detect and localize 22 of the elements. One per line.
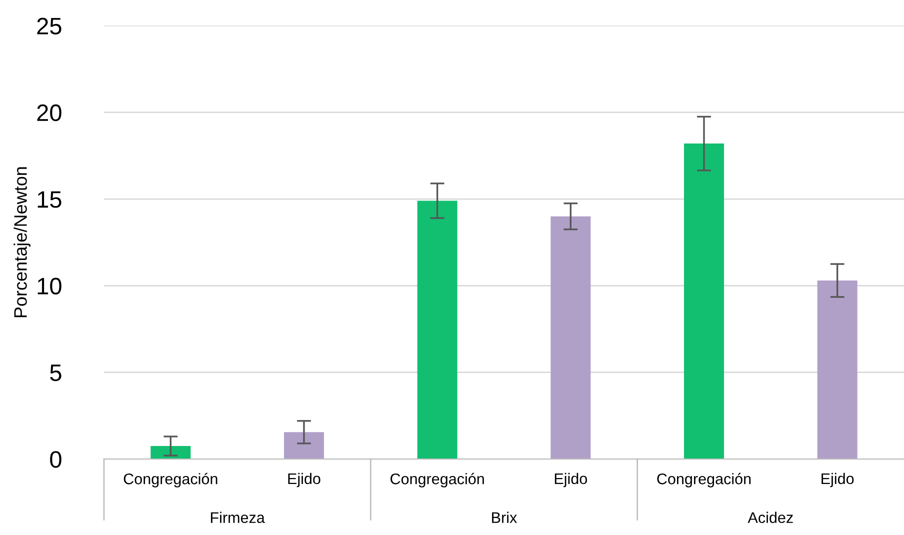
text: Firmeza <box>210 512 265 524</box>
bar <box>417 200 458 460</box>
bar <box>817 280 858 460</box>
bar <box>284 432 324 460</box>
x-tick-label: Congregación <box>390 472 484 488</box>
y-tick-label: 15 <box>38 191 62 208</box>
bar <box>550 216 591 460</box>
y-tick-label: 25 <box>37 18 62 34</box>
y-tick-label: 20 <box>37 104 62 122</box>
y-axis-title: Porcentaje/Newton <box>14 167 30 318</box>
x-tick-label: Ejido <box>554 472 587 488</box>
bar <box>684 144 724 460</box>
bar <box>150 446 191 460</box>
y-tick-label: 10 <box>38 278 62 294</box>
y-tick-label: 0 <box>50 451 62 468</box>
x-tick-label: Ejido <box>288 472 320 488</box>
y-tick-label: 5 <box>50 364 62 382</box>
text: Acidez <box>748 512 793 524</box>
x-tick-label: Congregación <box>657 472 751 488</box>
x-tick-label: Ejido <box>822 472 854 488</box>
x-tick-label: Congregación <box>124 472 218 488</box>
text: Brix <box>492 512 517 523</box>
